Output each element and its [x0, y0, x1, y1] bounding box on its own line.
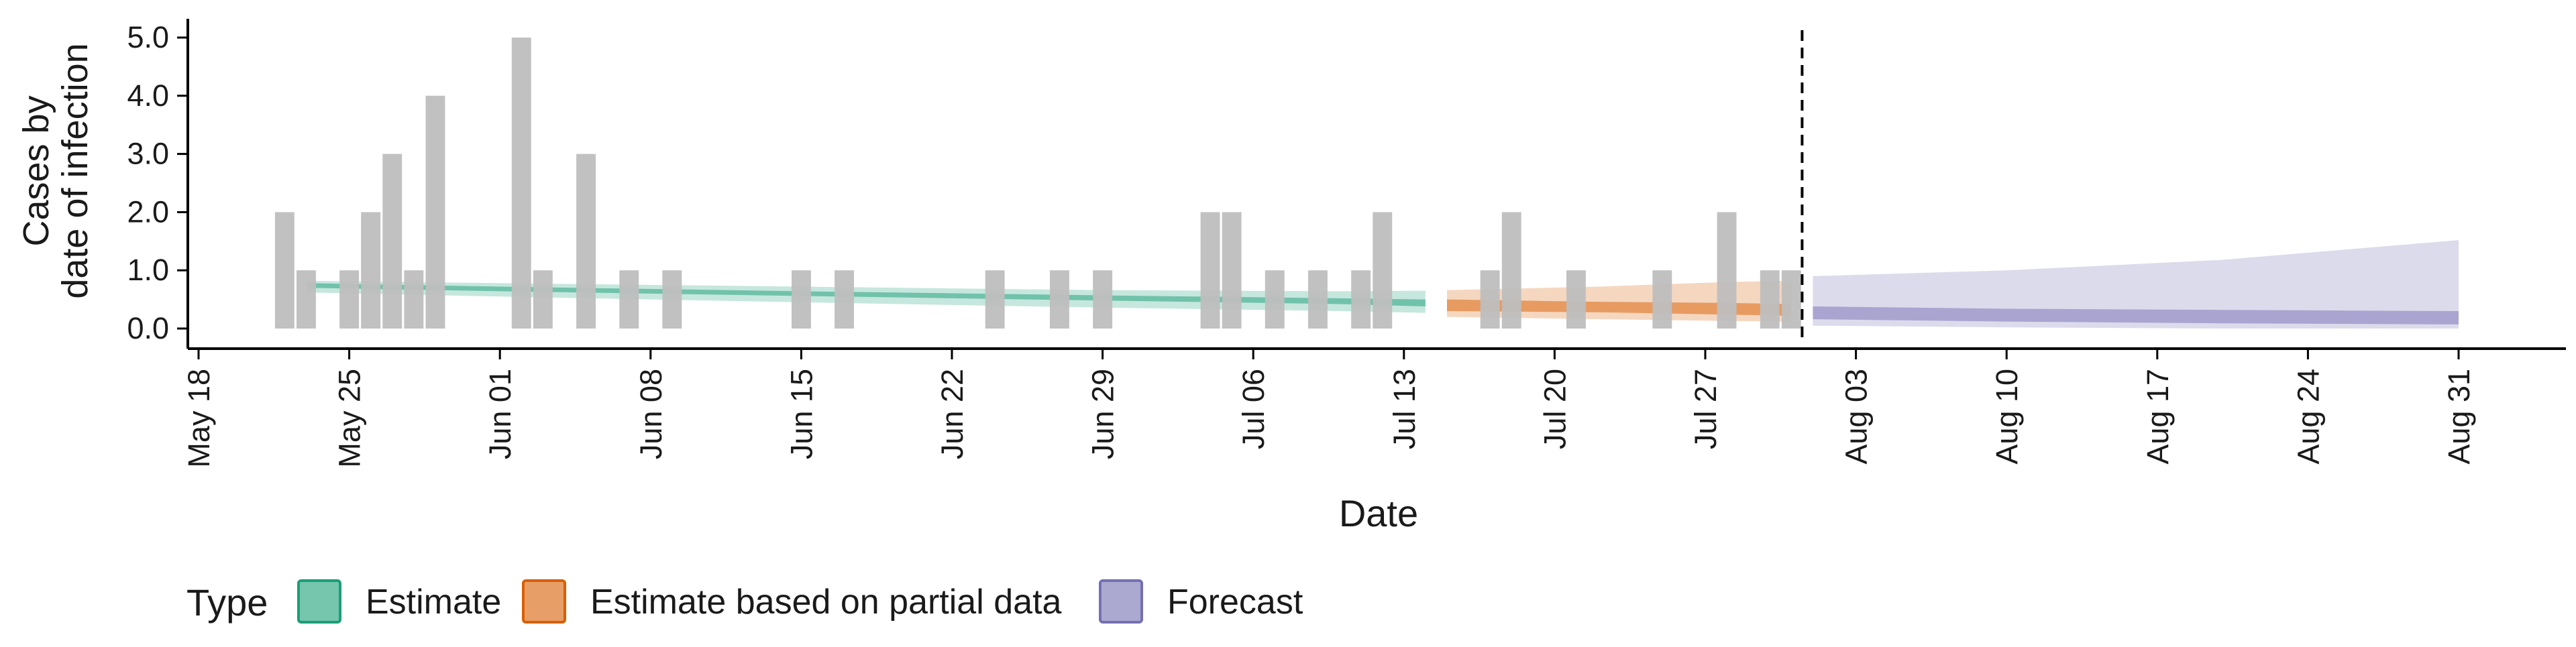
case-bar [1760, 270, 1780, 329]
case-bar [297, 270, 316, 329]
y-axis-label-line: Cases by [16, 95, 56, 246]
legend-swatch-forecast [1099, 579, 1143, 624]
axes: 0.0 1.0 2.0 3.0 4.0 5.0 May 18 May 25 Jun 01 Jun … [127, 19, 2566, 468]
case-bar [274, 212, 294, 329]
band-50-forecast [1813, 306, 2459, 325]
x-tick-label: Jun 01 [483, 369, 517, 459]
y-tick-label: 0.0 [127, 311, 169, 345]
y-axis-label-line: date of infection [55, 43, 95, 298]
x-tick-label: Jun 15 [784, 369, 818, 459]
y-tick-label: 5.0 [127, 20, 169, 54]
case-bar [1093, 270, 1113, 329]
legend: Type Estimate Estimate based on partial d… [186, 579, 1303, 624]
case-bar [1222, 212, 1242, 329]
case-bar [985, 270, 1005, 329]
case-bar [361, 212, 381, 329]
case-bar [1717, 212, 1737, 329]
case-bar [1781, 270, 1801, 329]
case-bar [1308, 270, 1328, 329]
band-90-forecast [1813, 240, 2459, 329]
case-bar [1501, 212, 1521, 329]
case-bar [1373, 212, 1393, 329]
x-tick-label: Aug 10 [1990, 369, 2024, 465]
case-bar [619, 270, 639, 329]
x-tick-label: Jun 22 [935, 369, 969, 459]
case-bar [576, 154, 596, 329]
legend-swatch-estimate [297, 579, 341, 624]
y-tick-label: 1.0 [127, 253, 169, 287]
x-tick-label: May 18 [182, 369, 216, 468]
case-bar [1200, 212, 1220, 329]
case-bar [511, 38, 531, 329]
case-bar [533, 270, 553, 329]
case-bar [1351, 270, 1371, 329]
band-50-estimate-based-on-partial-data [1447, 299, 1792, 316]
y-tick-label: 2.0 [127, 194, 169, 229]
legend-label-estimate-based-on-partial-data: Estimate based on partial data [590, 583, 1062, 622]
x-tick-label: Aug 31 [2442, 369, 2476, 465]
x-axis-label: Date [1339, 492, 1418, 534]
case-bar [339, 270, 360, 329]
case-bar [1265, 270, 1285, 329]
case-bar [1566, 270, 1586, 329]
x-tick-label: Jul 20 [1538, 369, 1572, 449]
case-bar [425, 95, 445, 329]
x-tick-label: May 25 [333, 369, 367, 468]
case-bar [662, 270, 682, 329]
case-bar [835, 270, 854, 329]
case-bar [404, 270, 424, 329]
legend-swatch-estimate-based-on-partial-data [522, 579, 566, 624]
x-tick-label: Jun 29 [1086, 369, 1120, 459]
x-tick-label: Aug 24 [2291, 369, 2325, 465]
case-bar [1652, 270, 1672, 329]
legend-label-estimate: Estimate [366, 583, 501, 622]
y-tick-label: 3.0 [127, 137, 169, 171]
x-tick-label: Jul 06 [1236, 369, 1271, 449]
case-bar [1050, 270, 1069, 329]
case-bar [1480, 270, 1500, 329]
y-tick-label: 4.0 [127, 78, 169, 113]
case-bar [792, 270, 811, 329]
legend-label-forecast: Forecast [1167, 583, 1303, 622]
x-tick-label: Jun 08 [634, 369, 668, 459]
x-tick-label: Jul 27 [1688, 369, 1723, 449]
x-tick-label: Aug 17 [2141, 369, 2175, 465]
legend-title: Type [186, 581, 268, 624]
reported-case-bars [274, 38, 1801, 329]
x-tick-label: Jul 13 [1387, 369, 1421, 449]
x-tick-label: Aug 03 [1839, 369, 1874, 465]
case-bar [382, 154, 402, 329]
